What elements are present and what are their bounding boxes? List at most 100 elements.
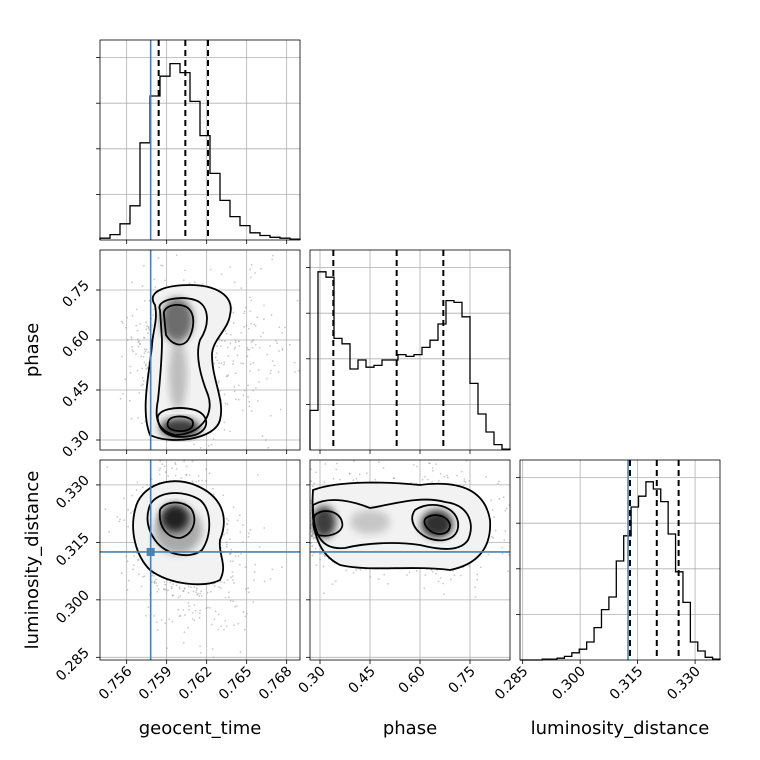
scatter-point	[353, 460, 355, 462]
quantile-lines	[628, 460, 680, 660]
scatter-point	[226, 528, 229, 531]
scatter-point	[249, 528, 252, 531]
xlabel-geocent_time: geocent_time	[139, 718, 262, 739]
scatter-point	[195, 591, 198, 593]
scatter-point	[197, 474, 200, 477]
scatter-point	[296, 299, 299, 302]
scatter-point	[257, 369, 260, 371]
scatter-point	[246, 346, 249, 349]
axis-ticks	[516, 477, 696, 664]
scatter-point	[141, 367, 144, 370]
scatter-point	[234, 372, 237, 375]
scatter-point	[153, 582, 156, 585]
scatter-point	[319, 558, 322, 561]
scatter-point	[225, 545, 228, 548]
scatter-point	[164, 279, 166, 282]
scatter-point	[177, 608, 180, 611]
scatter-point	[278, 326, 281, 328]
scatter-point	[437, 479, 440, 482]
scatter-point	[313, 482, 315, 484]
scatter-point	[143, 348, 146, 351]
scatter-point	[182, 590, 184, 593]
scatter-point	[123, 497, 125, 500]
scatter-point	[214, 356, 217, 359]
scatter-point	[358, 473, 361, 476]
scatter-point	[136, 338, 139, 341]
scatter-point	[308, 516, 310, 518]
scatter-point	[352, 479, 355, 481]
scatter-point	[307, 311, 309, 313]
scatter-point	[167, 475, 170, 477]
scatter-point	[505, 507, 508, 510]
scatter-point	[431, 470, 434, 472]
scatter-point	[485, 475, 487, 478]
scatter-point	[227, 591, 230, 594]
scatter-point	[442, 582, 445, 585]
scatter-point	[170, 585, 173, 588]
scatter-point	[352, 572, 355, 574]
scatter-point	[301, 526, 303, 528]
scatter-point	[275, 339, 277, 342]
axis-ticks	[96, 484, 288, 664]
scatter-point	[171, 467, 173, 470]
scatter-point	[217, 381, 220, 384]
scatter-point	[501, 552, 504, 555]
scatter-point	[220, 581, 222, 583]
grid-lines	[310, 250, 510, 450]
scatter-point	[308, 499, 310, 501]
scatter-point	[365, 472, 368, 475]
scatter-point	[141, 376, 144, 379]
scatter-point	[153, 580, 156, 583]
scatter-point	[263, 318, 265, 321]
scatter-point	[310, 534, 313, 537]
scatter-point	[212, 493, 215, 496]
contour-line	[423, 514, 451, 535]
scatter-point	[279, 408, 282, 411]
scatter-point	[277, 371, 280, 373]
scatter-point	[464, 481, 467, 484]
scatter-point	[176, 452, 178, 454]
scatter-point	[423, 587, 426, 590]
scatter-point	[135, 489, 138, 491]
scatter-point	[237, 398, 240, 401]
scatter-point	[152, 308, 155, 311]
scatter-point	[200, 243, 202, 245]
scatter-point	[494, 529, 497, 532]
scatter-point	[132, 350, 135, 353]
scatter-point	[218, 380, 221, 383]
scatter-point	[216, 352, 218, 355]
scatter-point	[253, 323, 256, 326]
x-tick-label: 0.30	[295, 664, 328, 697]
x-tick-label: 0.285	[492, 664, 532, 704]
axis-ticks	[96, 289, 288, 454]
scatter-point	[242, 611, 245, 614]
scatter-point	[157, 588, 160, 591]
scatter-point	[229, 342, 232, 345]
scatter-point	[267, 446, 270, 449]
scatter-point	[236, 519, 239, 522]
scatter-point	[387, 582, 390, 585]
scatter-point	[393, 477, 396, 480]
scatter-point	[228, 596, 230, 599]
scatter-point	[151, 574, 153, 577]
scatter-point	[126, 316, 129, 319]
quantile-lines	[157, 40, 209, 240]
scatter-point	[188, 474, 191, 477]
scatter-point	[345, 569, 348, 572]
scatter-point	[253, 579, 255, 582]
scatter-point	[498, 498, 501, 500]
scatter-point	[463, 480, 466, 483]
scatter-point	[240, 552, 242, 555]
scatter-point	[504, 530, 507, 532]
axis-ticks	[306, 484, 471, 664]
scatter-point	[223, 628, 225, 631]
scatter-point	[147, 606, 150, 609]
scatter-point	[136, 559, 139, 561]
scatter-point	[264, 439, 267, 441]
scatter-point	[160, 619, 163, 621]
panel-luminosity_distance-vs-phase	[301, 459, 511, 664]
scatter-point	[121, 355, 123, 358]
scatter-point	[187, 601, 190, 604]
scatter-point	[315, 564, 318, 566]
scatter-point	[232, 363, 234, 366]
